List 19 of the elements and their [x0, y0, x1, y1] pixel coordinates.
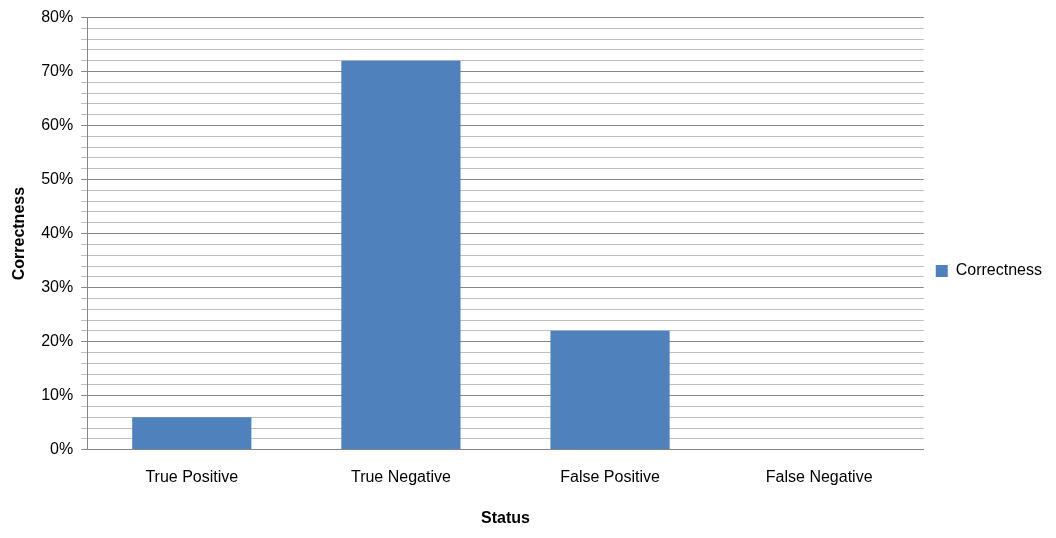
y-tick-label: 0% [50, 440, 74, 458]
y-tick-label: 10% [41, 386, 74, 404]
y-axis-title: Correctness [10, 186, 28, 281]
bar [132, 417, 252, 450]
bar [341, 60, 461, 450]
y-tick-label: 40% [41, 224, 74, 242]
y-tick-label: 70% [41, 62, 74, 80]
y-tick-label: 30% [41, 278, 74, 296]
x-tick-label: True Negative [350, 467, 451, 485]
legend-label: Correctness [955, 261, 1042, 279]
y-tick-label: 50% [41, 170, 74, 188]
x-axis-title: Status [481, 508, 531, 526]
x-tick-label: False Positive [560, 467, 660, 485]
y-tick-label: 60% [41, 116, 74, 134]
y-tick-label: 20% [41, 332, 74, 350]
x-tick-label: True Positive [145, 467, 239, 485]
x-tick-label: False Negative [765, 467, 873, 485]
bar [550, 330, 670, 450]
y-tick-label: 80% [41, 8, 74, 26]
